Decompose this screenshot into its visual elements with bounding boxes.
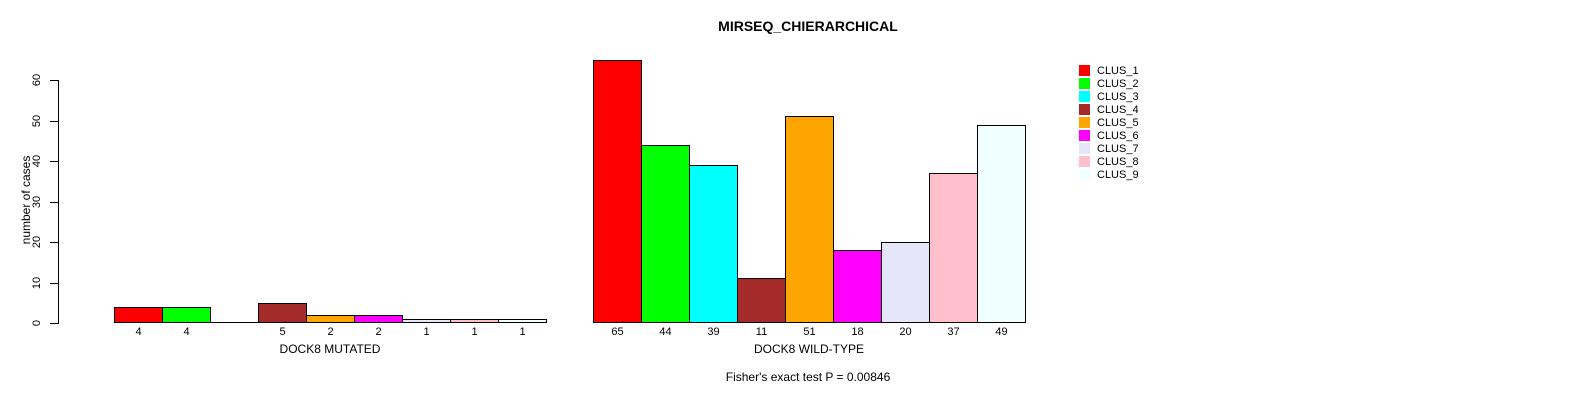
legend-swatch-icon — [1079, 65, 1090, 76]
legend-swatch-icon — [1079, 169, 1090, 180]
bar-clus_5 — [306, 315, 355, 323]
bar-value-label: 49 — [995, 326, 1008, 338]
bar-value-label: 4 — [135, 326, 142, 338]
y-axis-line — [58, 80, 59, 324]
y-tick — [50, 323, 58, 324]
bar-clus_4 — [737, 278, 786, 323]
y-tick — [50, 80, 58, 81]
bar-clus_8 — [929, 173, 978, 323]
bar-value-label: 2 — [327, 326, 334, 338]
y-tick-label: 30 — [31, 195, 43, 209]
bar-clus_1 — [114, 307, 163, 323]
y-tick — [50, 202, 58, 203]
bar-value-label: 11 — [755, 326, 768, 338]
legend-label: CLUS_1 — [1097, 64, 1139, 77]
legend-label: CLUS_4 — [1097, 103, 1139, 116]
bar-clus_9 — [498, 319, 547, 323]
bar-clus_9 — [977, 125, 1026, 323]
y-tick-label: 60 — [31, 73, 43, 87]
y-tick-label: 20 — [31, 235, 43, 249]
legend-swatch-icon — [1079, 78, 1090, 89]
bar-clus_3 — [689, 165, 738, 323]
y-tick — [50, 161, 58, 162]
bar-value-label: 18 — [851, 326, 864, 338]
x-group-label-dock8-mutated: DOCK8 MUTATED — [279, 342, 381, 356]
legend-item-clus_4: CLUS_4 — [1079, 103, 1139, 116]
legend-label: CLUS_2 — [1097, 77, 1139, 90]
bar-value-label: 39 — [707, 326, 720, 338]
y-tick-label: 40 — [31, 154, 43, 168]
bar-clus_8 — [450, 319, 499, 323]
legend-swatch-icon — [1079, 130, 1090, 141]
bar-clus_3 — [210, 322, 259, 323]
y-tick-label: 50 — [31, 114, 43, 128]
legend-label: CLUS_6 — [1097, 129, 1139, 142]
bar-clus_6 — [833, 250, 882, 323]
legend-item-clus_3: CLUS_3 — [1079, 90, 1139, 103]
bar-value-label: 2 — [375, 326, 382, 338]
bar-value-label: 5 — [279, 326, 286, 338]
legend-item-clus_1: CLUS_1 — [1079, 64, 1139, 77]
legend-swatch-icon — [1079, 143, 1090, 154]
legend-label: CLUS_7 — [1097, 142, 1139, 155]
bar-clus_4 — [258, 303, 307, 323]
legend-item-clus_9: CLUS_9 — [1079, 168, 1139, 181]
bar-value-label: 65 — [611, 326, 624, 338]
bar-value-label: 44 — [659, 326, 672, 338]
legend-item-clus_8: CLUS_8 — [1079, 155, 1139, 168]
bar-clus_2 — [162, 307, 211, 323]
legend-label: CLUS_9 — [1097, 168, 1139, 181]
legend-label: CLUS_5 — [1097, 116, 1139, 129]
legend-item-clus_5: CLUS_5 — [1079, 116, 1139, 129]
bar-value-label: 37 — [947, 326, 960, 338]
legend-item-clus_7: CLUS_7 — [1079, 142, 1139, 155]
legend-item-clus_2: CLUS_2 — [1079, 77, 1139, 90]
legend-label: CLUS_3 — [1097, 90, 1139, 103]
bar-value-label: 51 — [803, 326, 816, 338]
x-group-label-dock8-wild-type: DOCK8 WILD-TYPE — [753, 342, 865, 356]
bar-clus_7 — [881, 242, 930, 323]
legend-swatch-icon — [1079, 91, 1090, 102]
bar-value-label: 20 — [899, 326, 912, 338]
y-tick — [50, 121, 58, 122]
legend-swatch-icon — [1079, 117, 1090, 128]
bar-value-label: 1 — [471, 326, 478, 338]
chart-title: MIRSEQ_CHIERARCHICAL — [718, 18, 898, 34]
bar-clus_5 — [785, 116, 834, 323]
bar-value-label: 1 — [423, 326, 430, 338]
bar-value-label: 4 — [183, 326, 190, 338]
bar-clus_2 — [641, 145, 690, 323]
legend-item-clus_6: CLUS_6 — [1079, 129, 1139, 142]
y-tick-label: 10 — [31, 276, 43, 290]
fisher-note: Fisher's exact test P = 0.00846 — [725, 370, 891, 384]
legend-label: CLUS_8 — [1097, 155, 1139, 168]
y-tick-label: 0 — [31, 319, 43, 327]
y-tick — [50, 283, 58, 284]
legend-swatch-icon — [1079, 104, 1090, 115]
bar-value-label: 1 — [519, 326, 526, 338]
bar-clus_6 — [354, 315, 403, 323]
bar-clus_7 — [402, 319, 451, 323]
legend-swatch-icon — [1079, 156, 1090, 167]
bar-clus_1 — [593, 60, 642, 323]
y-tick — [50, 242, 58, 243]
